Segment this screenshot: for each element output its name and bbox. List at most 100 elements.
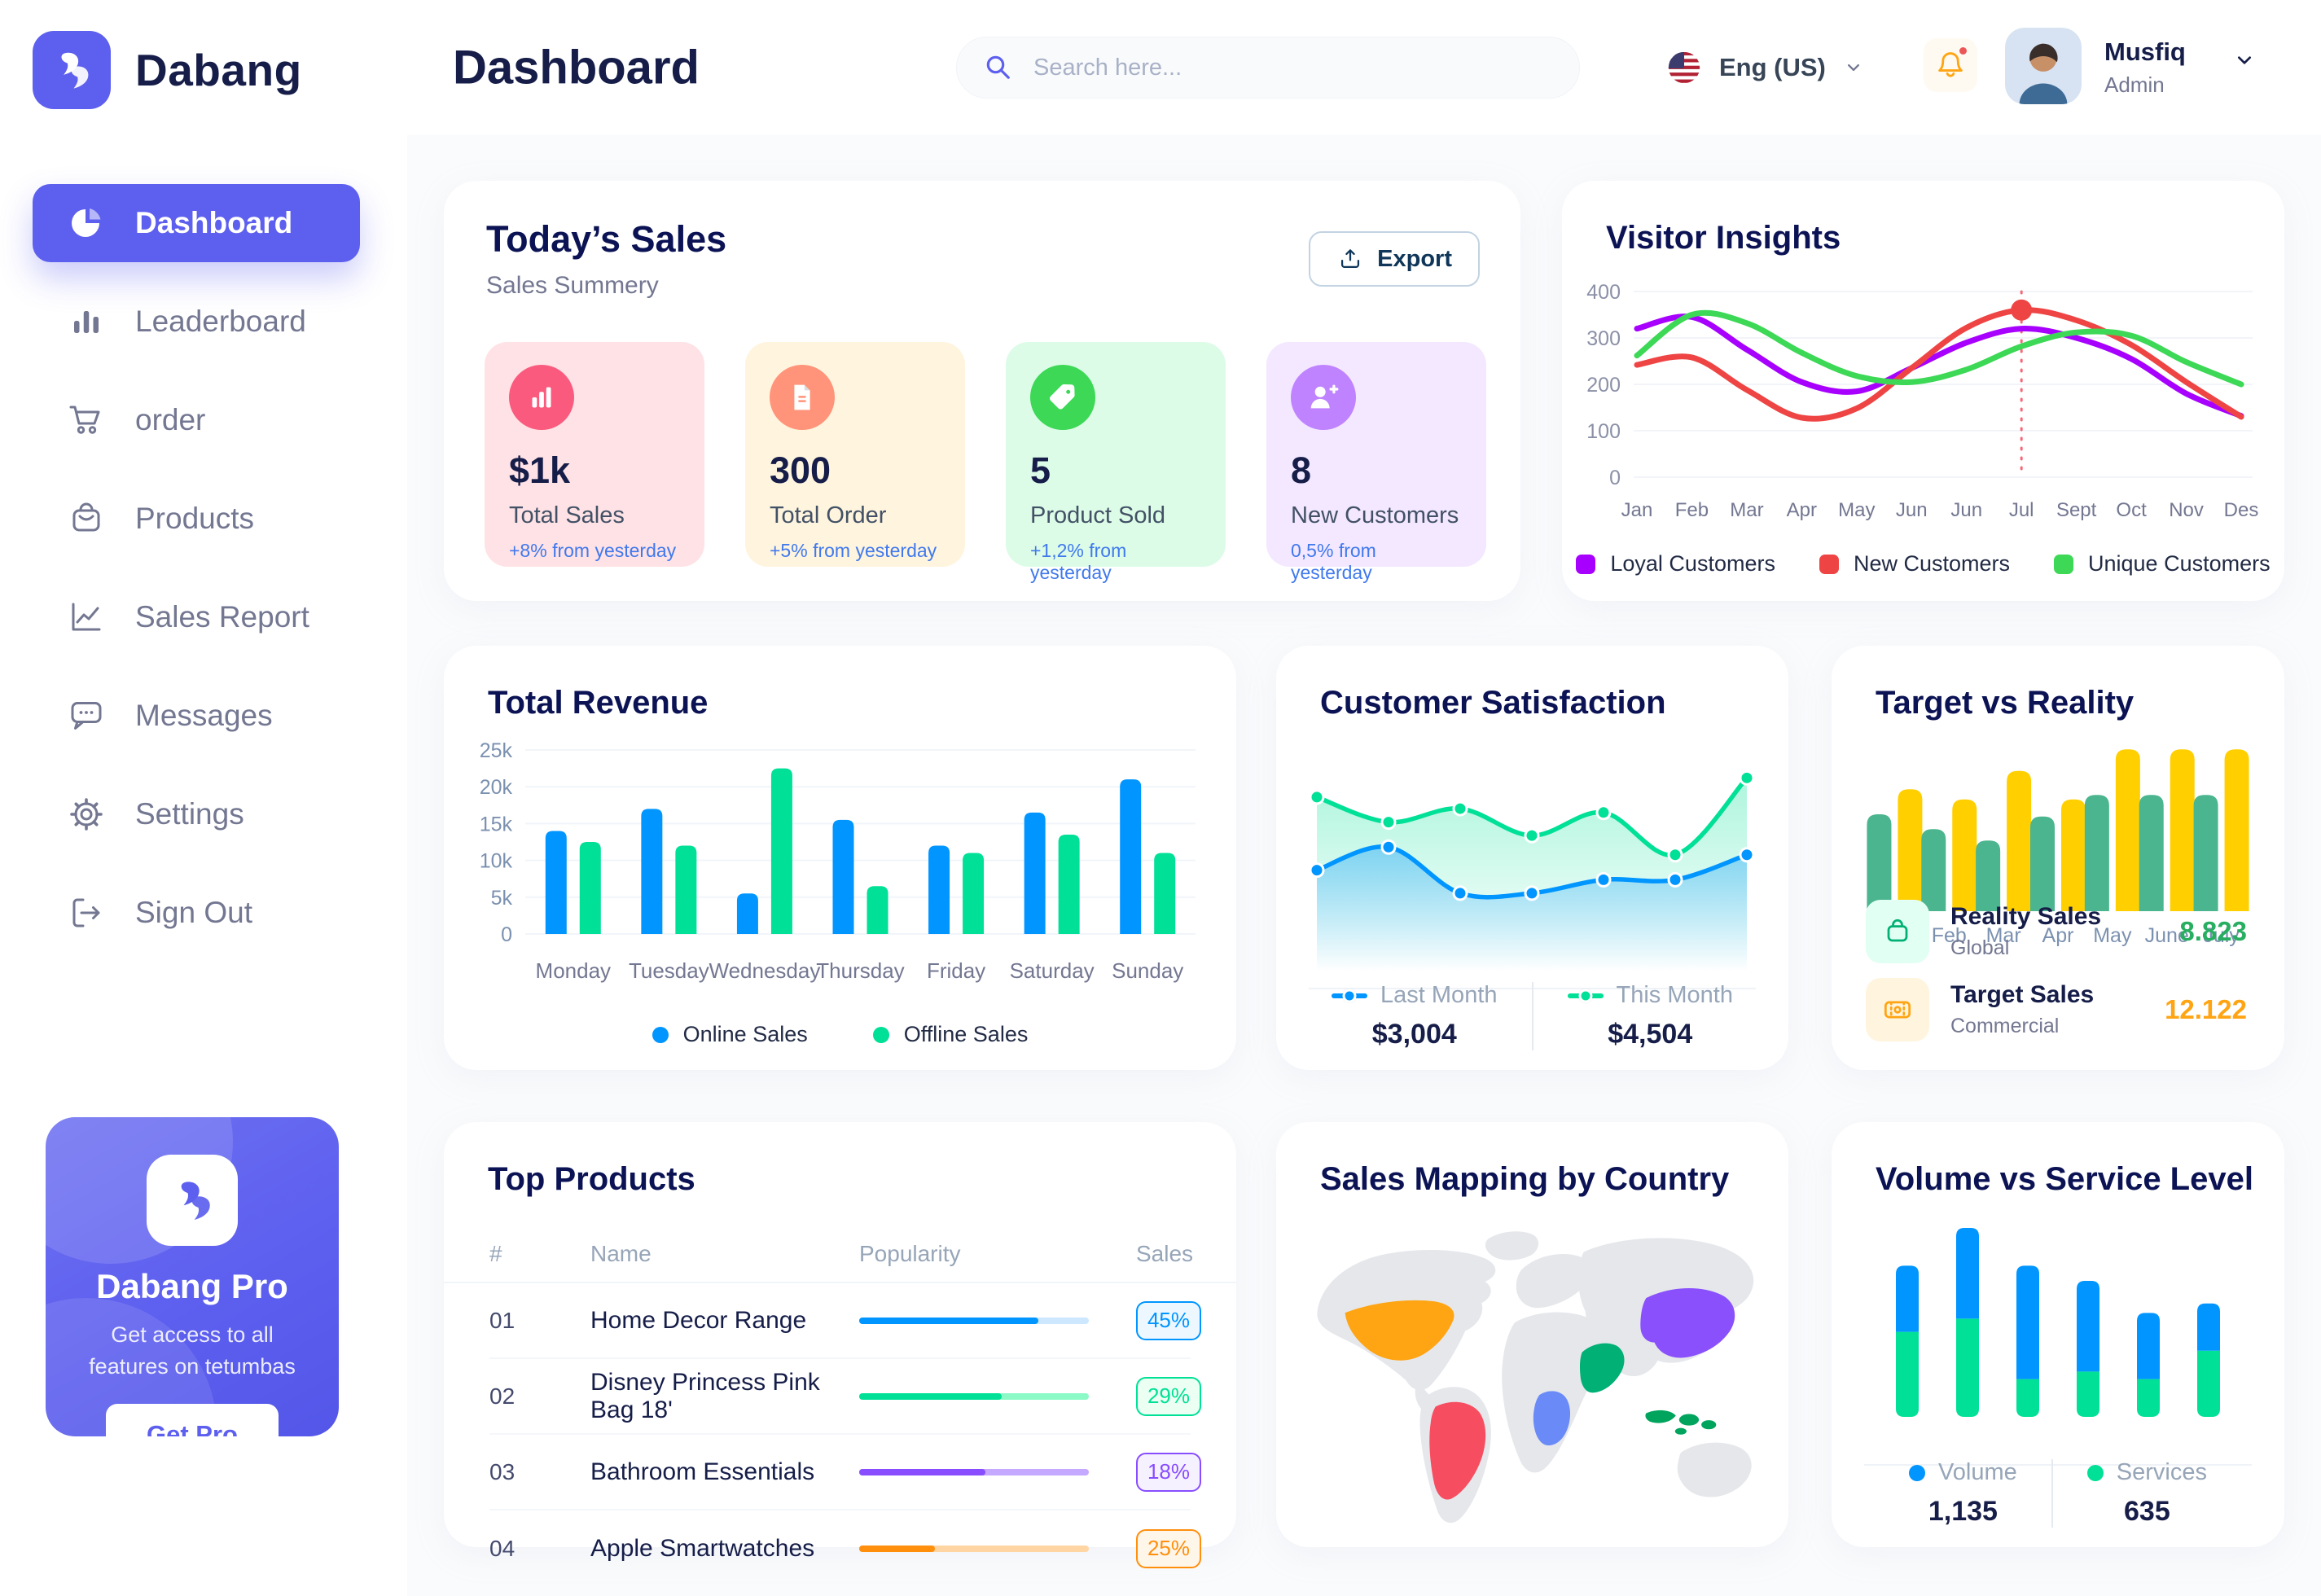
- svg-text:Jul: Jul: [2009, 499, 2034, 521]
- today-sales-stats: $1k Total Sales +8% from yesterday 300 Total…: [485, 342, 1486, 583]
- column-header: #: [489, 1241, 502, 1266]
- svg-text:Jan: Jan: [1621, 499, 1653, 521]
- map-country-china[interactable]: [1640, 1288, 1735, 1358]
- sidebar-item-label: Sales Report: [135, 600, 309, 634]
- top-products-columns: # Name Popularity Sales: [489, 1241, 1194, 1267]
- pro-card-description: Get access to all features on tetumbas: [89, 1322, 296, 1379]
- avatar-image: [2005, 28, 2082, 104]
- stat-user-plus-icon: [1291, 365, 1356, 430]
- search-input[interactable]: [1033, 54, 1555, 81]
- stat-value: 8: [1291, 449, 1312, 491]
- visitor-insights-title: Visitor Insights: [1606, 220, 1841, 256]
- legend-row-target-sales: Target Sales Commercial 12.122: [1866, 971, 2247, 1049]
- sidebar-item-label: Settings: [135, 797, 244, 831]
- stat-label: Total Order: [770, 502, 887, 528]
- svg-text:June: June: [2145, 924, 2189, 947]
- sidebar-item-label: order: [135, 403, 206, 436]
- dabang-logo-icon[interactable]: [33, 31, 111, 109]
- sidebar-item-messages[interactable]: Messages: [33, 677, 360, 755]
- sidebar-item-sign-out[interactable]: Sign Out: [33, 874, 360, 952]
- language-selector[interactable]: Eng (US): [1665, 49, 1865, 86]
- pro-card: Dabang Pro Get access to all features on…: [46, 1117, 339, 1436]
- map-country-indonesia[interactable]: [1645, 1410, 1717, 1435]
- notifications-button[interactable]: [1924, 38, 1977, 92]
- svg-text:Mar: Mar: [1986, 924, 2021, 947]
- sales-mapping-card: Sales Mapping by Country: [1276, 1122, 1788, 1547]
- export-label: Export: [1377, 245, 1452, 272]
- popularity-bar: [859, 1317, 1089, 1324]
- legend-value: 12.122: [2165, 994, 2247, 1024]
- visitor-insights-card: Visitor Insights 0 100 200 300 400 Jan Feb Mar A…: [1562, 181, 2284, 601]
- today-sales-header: Today’s Sales Sales Summery: [486, 218, 726, 300]
- chevron-down-icon: [1847, 64, 1859, 72]
- sidebar-item-products[interactable]: Products: [33, 480, 360, 558]
- svg-text:300: 300: [1586, 327, 1621, 350]
- search-box[interactable]: [956, 37, 1580, 99]
- legend-dot: [1909, 1464, 1926, 1481]
- legend-marker: [1332, 989, 1368, 1002]
- customer-satisfaction-card: Customer Satisfaction Last Month $3,004 Th…: [1276, 646, 1788, 1070]
- legend-bag-icon: [1887, 919, 1908, 942]
- sidebar-item-leaderboard[interactable]: Leaderboard: [33, 283, 360, 361]
- today-sales-card: Today’s Sales Sales Summery Export $1k To…: [444, 181, 1520, 601]
- product-rank: 04: [489, 1535, 516, 1561]
- legend-marker: [1567, 989, 1604, 1002]
- user-role: Admin: [2104, 72, 2165, 97]
- legend-item-online-sales: Online Sales: [652, 1022, 808, 1047]
- svg-text:Wednesday: Wednesday: [709, 958, 821, 983]
- stat-delta: +8% from yesterday: [509, 540, 677, 561]
- map-country-brazil[interactable]: [1429, 1401, 1486, 1500]
- svg-text:Tuesday: Tuesday: [629, 958, 709, 983]
- map-country-usa[interactable]: [1345, 1300, 1454, 1361]
- column-header: Popularity: [859, 1241, 961, 1266]
- table-row-disney-princess-pink-bag-18: 02 Disney Princess Pink Bag 18' 29%: [489, 1359, 1201, 1435]
- product-rank: 03: [489, 1458, 516, 1484]
- popularity-bar: [859, 1468, 1089, 1475]
- svg-text:20k: 20k: [480, 776, 513, 799]
- legend-label: Unique Customers: [2088, 551, 2271, 576]
- svg-text:Thursday: Thursday: [816, 958, 904, 983]
- sidebar: Dabang Dashboard Leaderboard order Products…: [0, 0, 407, 1596]
- world-map: [1294, 1217, 1771, 1531]
- stat-card-new-customers: 8 New Customers 0,5% from yesterday: [1266, 342, 1486, 583]
- svg-text:May: May: [1838, 499, 1875, 521]
- stat-value: 5: [1030, 449, 1051, 491]
- legend-swatch: [2054, 554, 2074, 574]
- avatar[interactable]: [2005, 28, 2082, 104]
- today-sales-subtitle: Sales Summery: [486, 272, 659, 299]
- product-rank: 01: [489, 1307, 516, 1333]
- stat-tag-icon: [1030, 365, 1095, 430]
- sidebar-item-order[interactable]: order: [33, 381, 360, 459]
- legend-label: Online Sales: [682, 1022, 808, 1046]
- legend-label: Last Month: [1380, 982, 1498, 1008]
- sidebar-item-label: Sign Out: [135, 896, 252, 929]
- sidebar-item-sales-report[interactable]: Sales Report: [33, 578, 360, 656]
- svg-text:Mar: Mar: [1730, 499, 1763, 521]
- legend-ticket-icon: [1884, 1001, 1911, 1019]
- volume-service-card: Volume vs Service Level Volume 1,135 Servi…: [1832, 1122, 2284, 1547]
- column-header: Sales: [1136, 1241, 1194, 1266]
- sidebar-item-label: Messages: [135, 699, 273, 732]
- map-country-saudi-arabia[interactable]: [1579, 1343, 1625, 1393]
- brand-name: Dabang: [135, 45, 302, 95]
- svg-text:Sept: Sept: [2056, 499, 2097, 521]
- export-button[interactable]: Export: [1309, 231, 1480, 287]
- table-row-home-decor-range: 01 Home Decor Range 45%: [489, 1283, 1201, 1359]
- get-pro-button[interactable]: Get Pro: [106, 1404, 279, 1436]
- stat-label: Total Sales: [509, 502, 625, 528]
- map-country-dr-congo[interactable]: [1533, 1391, 1571, 1446]
- stat-delta: +1,2% from yesterday: [1030, 540, 1127, 583]
- user-menu-chevron-icon[interactable]: [2231, 47, 2257, 73]
- svg-text:0: 0: [1609, 467, 1621, 489]
- topbar: Dashboard Eng (US) Musfiq Admin: [407, 0, 2321, 135]
- product-rank: 02: [489, 1383, 516, 1409]
- customer-satisfaction-legend: Last Month $3,004 This Month $4,504: [1276, 982, 1788, 1050]
- sidebar-item-dashboard[interactable]: Dashboard: [33, 184, 360, 262]
- stat-tag-icon: [1050, 384, 1075, 410]
- us-flag-icon: [1668, 51, 1700, 84]
- legend-swatch: [652, 1026, 669, 1043]
- stat-label: New Customers: [1291, 502, 1459, 528]
- stat-user-plus-icon: [1310, 384, 1339, 409]
- sidebar-item-settings[interactable]: Settings: [33, 775, 360, 853]
- legend-label: Services: [2116, 1459, 2207, 1485]
